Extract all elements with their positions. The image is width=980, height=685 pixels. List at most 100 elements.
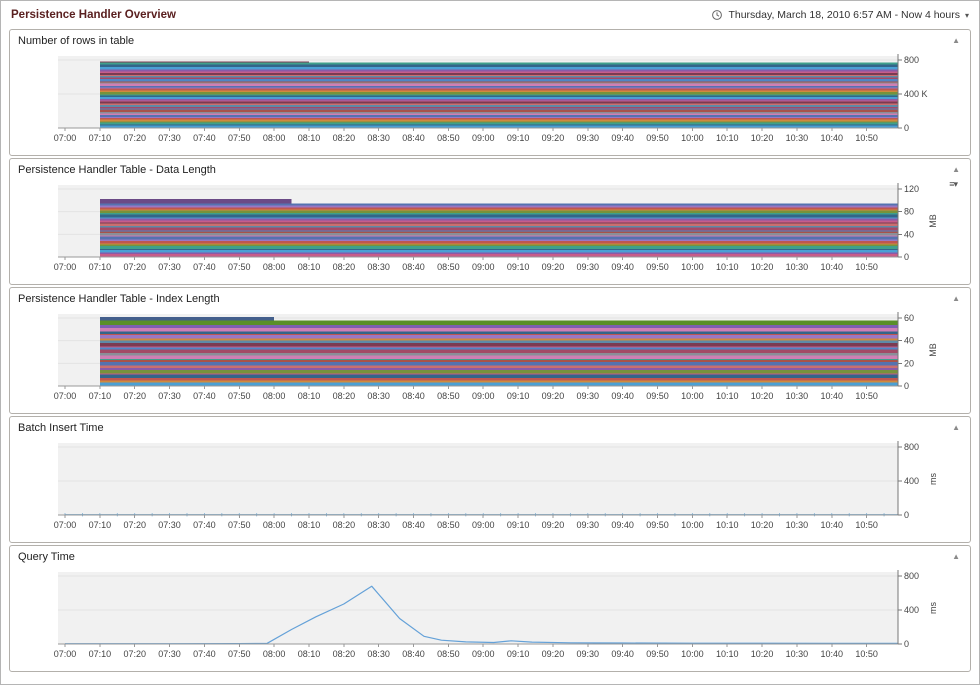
panel-title: Query Time (18, 550, 75, 563)
svg-text:07:00: 07:00 (54, 520, 77, 530)
svg-text:09:20: 09:20 (542, 133, 565, 143)
svg-text:08:30: 08:30 (367, 133, 390, 143)
panel-header: Query Time ▲ (10, 546, 970, 566)
chart-canvas-batch-insert-time[interactable]: 07:00 07:10 07:20 07:30 07:40 07:50 08:00 08:10… (10, 437, 970, 539)
svg-text:08:40: 08:40 (402, 262, 425, 272)
svg-text:08:00: 08:00 (263, 520, 286, 530)
svg-text:09:10: 09:10 (507, 649, 530, 659)
svg-text:09:00: 09:00 (472, 133, 495, 143)
svg-text:07:20: 07:20 (123, 520, 146, 530)
svg-text:09:20: 09:20 (542, 520, 565, 530)
svg-text:10:20: 10:20 (751, 649, 774, 659)
svg-text:07:50: 07:50 (228, 649, 251, 659)
svg-text:07:20: 07:20 (123, 391, 146, 401)
svg-text:09:50: 09:50 (646, 133, 669, 143)
svg-text:09:50: 09:50 (646, 262, 669, 272)
svg-text:10:50: 10:50 (855, 391, 878, 401)
time-range-label: Thursday, March 18, 2010 6:57 AM - Now 4… (728, 9, 960, 21)
svg-text:09:40: 09:40 (611, 391, 634, 401)
svg-text:10:40: 10:40 (821, 262, 844, 272)
svg-text:07:30: 07:30 (158, 649, 181, 659)
collapse-panel-icon[interactable]: ▲ (952, 164, 960, 174)
svg-text:10:00: 10:00 (681, 520, 704, 530)
svg-text:80: 80 (904, 207, 914, 217)
svg-text:07:50: 07:50 (228, 262, 251, 272)
panel-header: Number of rows in table ▲ (10, 30, 970, 50)
svg-text:10:00: 10:00 (681, 133, 704, 143)
svg-text:09:10: 09:10 (507, 262, 530, 272)
svg-text:09:20: 09:20 (542, 391, 565, 401)
svg-text:10:40: 10:40 (821, 391, 844, 401)
svg-text:10:40: 10:40 (821, 649, 844, 659)
svg-text:07:00: 07:00 (54, 391, 77, 401)
svg-text:07:40: 07:40 (193, 262, 216, 272)
svg-text:08:10: 08:10 (298, 649, 321, 659)
svg-text:08:40: 08:40 (402, 133, 425, 143)
time-range-selector[interactable]: Thursday, March 18, 2010 6:57 AM - Now 4… (711, 9, 969, 21)
svg-text:40: 40 (904, 336, 914, 346)
svg-text:08:10: 08:10 (298, 391, 321, 401)
svg-text:07:30: 07:30 (158, 262, 181, 272)
svg-text:10:10: 10:10 (716, 649, 739, 659)
svg-text:09:40: 09:40 (611, 133, 634, 143)
svg-text:07:30: 07:30 (158, 133, 181, 143)
panel-title: Number of rows in table (18, 34, 135, 47)
svg-text:09:30: 09:30 (577, 262, 600, 272)
svg-text:10:50: 10:50 (855, 649, 878, 659)
svg-text:10:30: 10:30 (786, 649, 809, 659)
svg-text:08:40: 08:40 (402, 520, 425, 530)
svg-text:20: 20 (904, 358, 914, 368)
svg-text:400: 400 (904, 476, 919, 486)
collapse-panel-icon[interactable]: ▲ (952, 35, 960, 45)
svg-text:07:30: 07:30 (158, 520, 181, 530)
svg-text:ms: ms (928, 602, 938, 614)
page-header: Persistence Handler Overview Thursday, M… (1, 1, 979, 29)
svg-text:09:30: 09:30 (577, 133, 600, 143)
svg-text:120: 120 (904, 184, 919, 194)
clock-icon (712, 10, 723, 20)
svg-text:09:30: 09:30 (577, 649, 600, 659)
collapse-panel-icon[interactable]: ▲ (952, 293, 960, 303)
svg-text:08:20: 08:20 (333, 391, 356, 401)
panel-header: Persistence Handler Table - Index Length… (10, 288, 970, 308)
svg-text:800: 800 (904, 55, 919, 65)
svg-text:09:00: 09:00 (472, 391, 495, 401)
chart-canvas-query-time[interactable]: 07:00 07:10 07:20 07:30 07:40 07:50 08:00 08:10… (10, 566, 970, 668)
svg-text:09:10: 09:10 (507, 520, 530, 530)
svg-text:10:30: 10:30 (786, 262, 809, 272)
svg-text:10:10: 10:10 (716, 391, 739, 401)
svg-text:07:40: 07:40 (193, 520, 216, 530)
panel-title: Persistence Handler Table - Data Length (18, 163, 216, 176)
svg-text:08:00: 08:00 (263, 262, 286, 272)
svg-text:10:20: 10:20 (751, 262, 774, 272)
svg-text:MB: MB (928, 214, 938, 228)
svg-text:40: 40 (904, 229, 914, 239)
svg-text:07:50: 07:50 (228, 520, 251, 530)
svg-text:08:10: 08:10 (298, 262, 321, 272)
svg-text:09:30: 09:30 (577, 391, 600, 401)
svg-text:800: 800 (904, 442, 919, 452)
svg-text:08:50: 08:50 (437, 262, 460, 272)
svg-text:ms: ms (928, 473, 938, 485)
svg-text:400 K: 400 K (904, 89, 928, 99)
svg-text:10:30: 10:30 (786, 133, 809, 143)
page-title: Persistence Handler Overview (11, 9, 176, 21)
chart-canvas-number-of-rows[interactable]: 07:00 07:10 07:20 07:30 07:40 07:50 08:00 08:10… (10, 50, 970, 152)
svg-text:0: 0 (904, 123, 909, 133)
collapse-panel-icon[interactable]: ▲ (952, 422, 960, 432)
svg-text:07:40: 07:40 (193, 649, 216, 659)
svg-text:08:20: 08:20 (333, 649, 356, 659)
chart-canvas-data-length[interactable]: 07:00 07:10 07:20 07:30 07:40 07:50 08:00 08:10… (10, 179, 970, 281)
svg-text:10:20: 10:20 (751, 391, 774, 401)
chart-canvas-index-length[interactable]: 07:00 07:10 07:20 07:30 07:40 07:50 08:00 08:10… (10, 308, 970, 410)
legend-menu-icon[interactable]: ≡▾ (949, 179, 958, 189)
collapse-panel-icon[interactable]: ▲ (952, 551, 960, 561)
svg-text:09:50: 09:50 (646, 649, 669, 659)
svg-text:10:20: 10:20 (751, 520, 774, 530)
svg-text:400: 400 (904, 605, 919, 615)
svg-text:08:20: 08:20 (333, 262, 356, 272)
svg-text:08:50: 08:50 (437, 391, 460, 401)
svg-text:09:20: 09:20 (542, 649, 565, 659)
svg-text:0: 0 (904, 639, 909, 649)
svg-text:10:00: 10:00 (681, 262, 704, 272)
